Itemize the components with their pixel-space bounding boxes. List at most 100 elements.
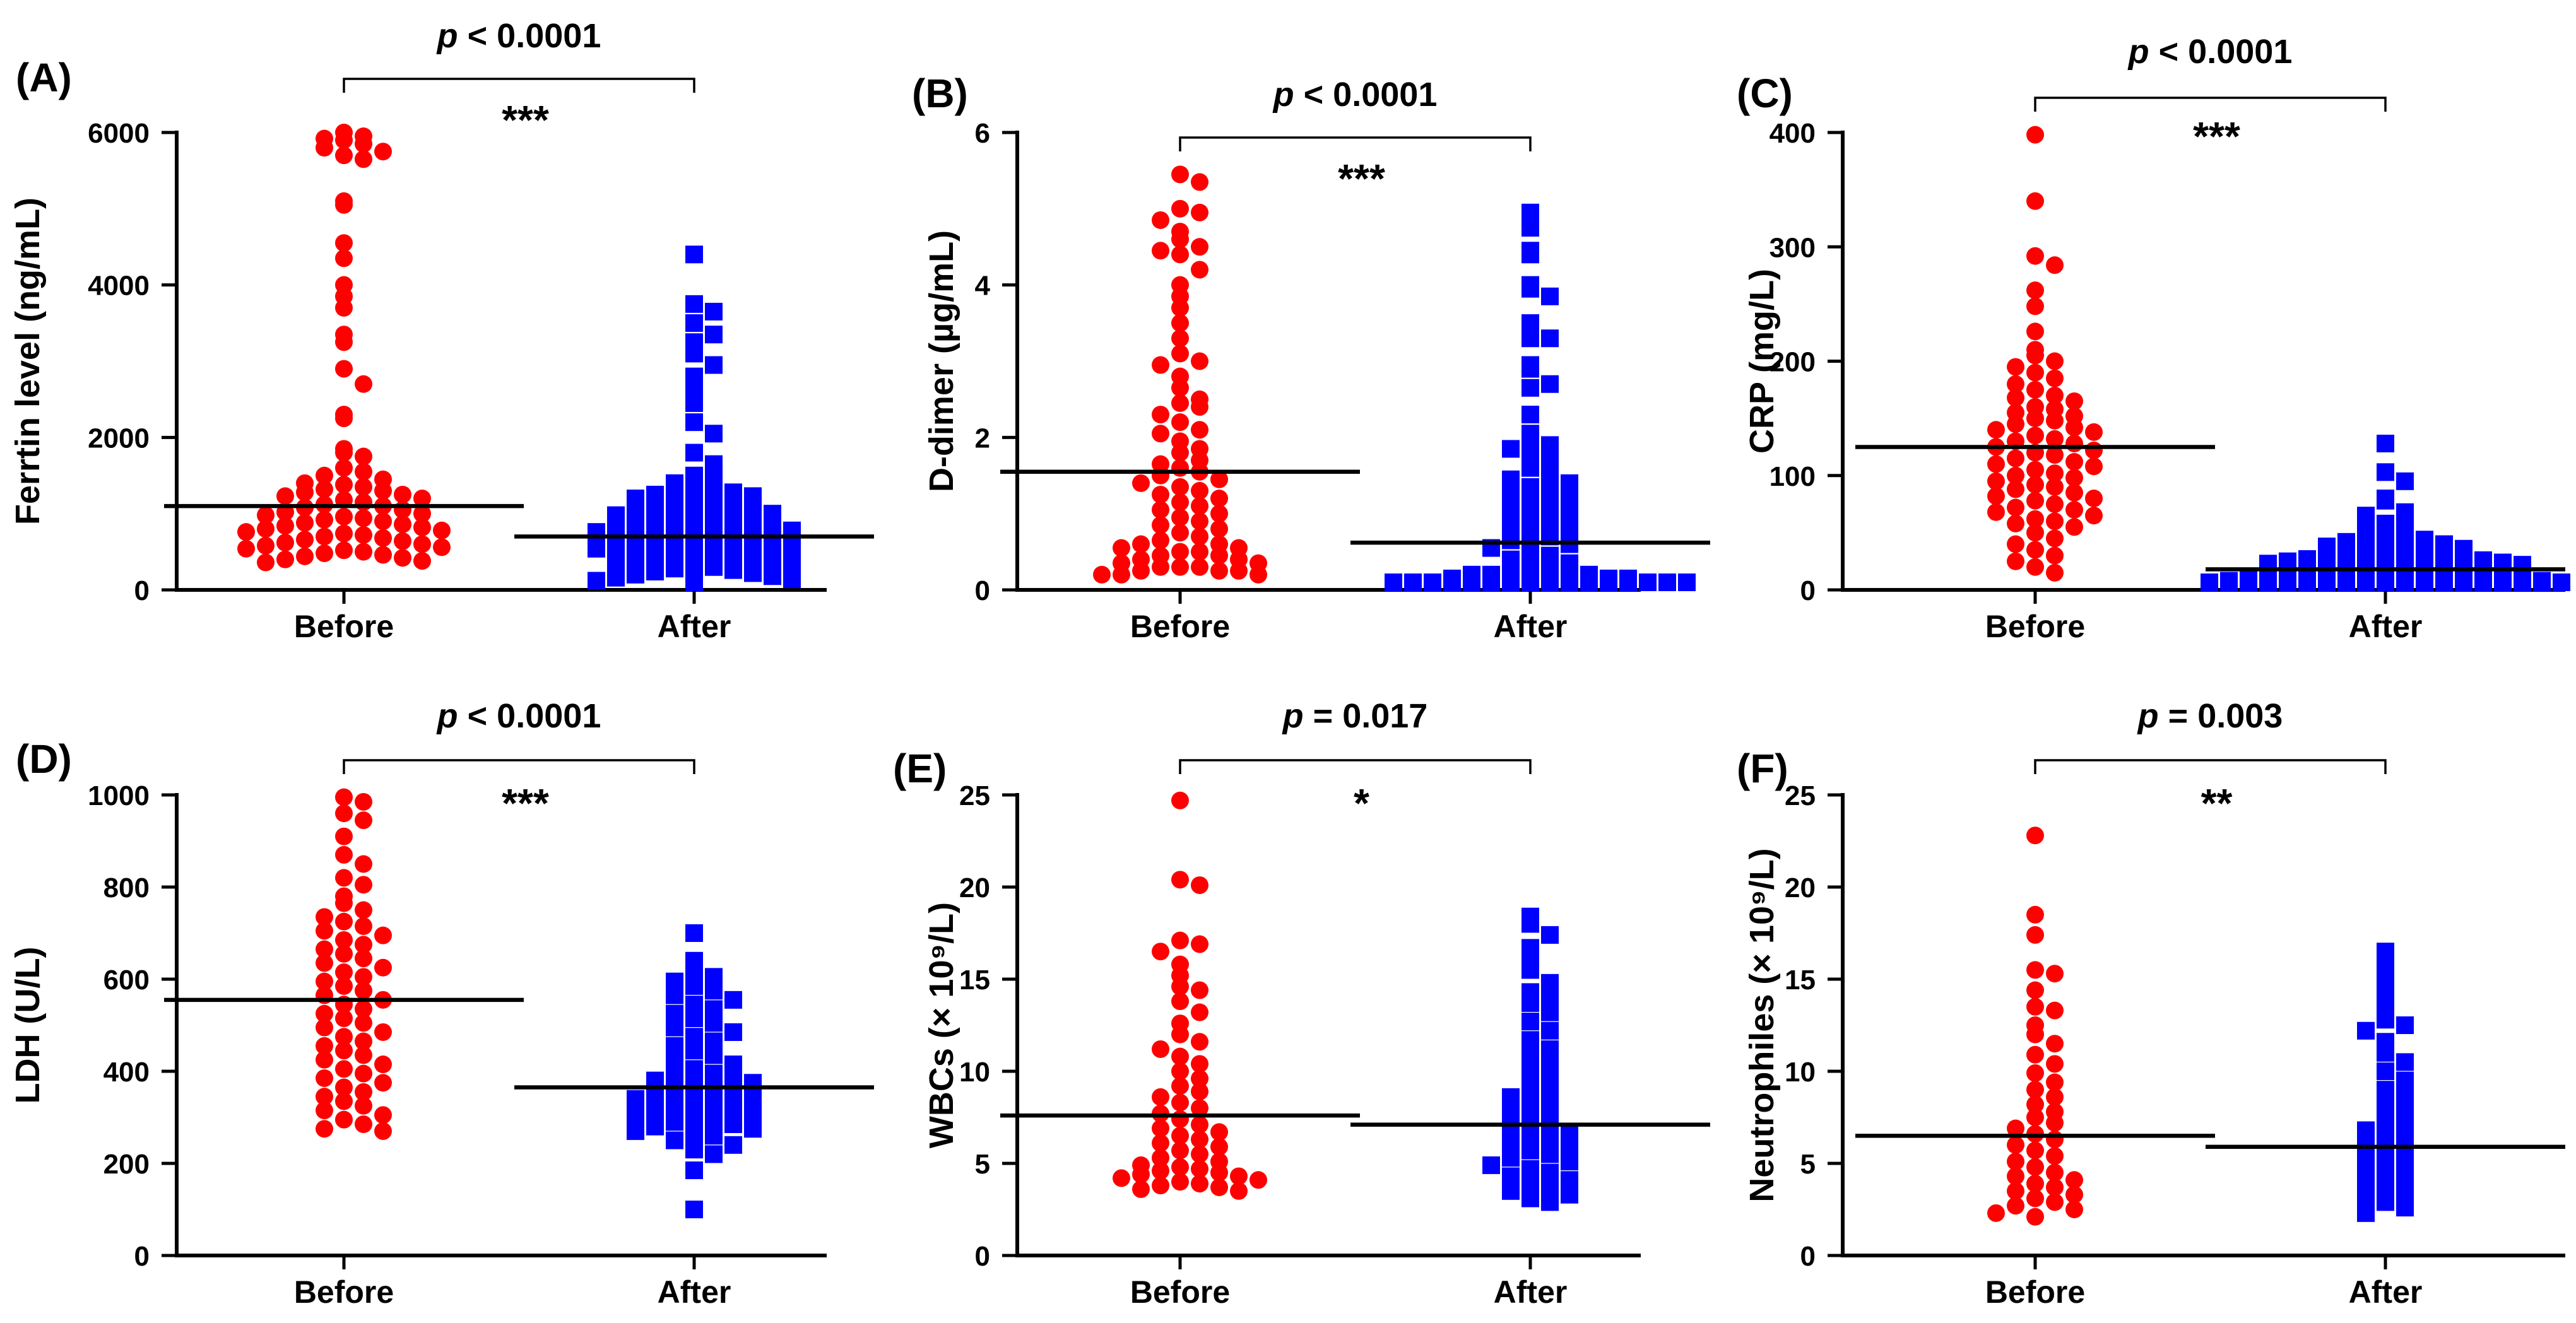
data-point-after: [1541, 1145, 1559, 1163]
data-point-after: [1521, 524, 1539, 542]
data-point-after: [1502, 1119, 1520, 1138]
data-point-before: [1230, 562, 1248, 580]
data-point-after: [705, 1145, 723, 1163]
category-label-before: Before: [294, 609, 394, 644]
data-point-after: [1521, 478, 1539, 496]
data-point-before: [1113, 1169, 1130, 1187]
data-point-before: [355, 135, 372, 153]
y-tick-label: 800: [103, 873, 150, 903]
data-point-before: [257, 506, 275, 524]
data-point-before: [355, 982, 372, 1000]
category-label-after: After: [2349, 609, 2423, 644]
data-point-before: [335, 1009, 353, 1028]
data-point-before: [335, 409, 353, 428]
data-point-before: [1152, 211, 1169, 229]
data-point-before: [1171, 199, 1189, 218]
data-point-before: [2007, 1136, 2024, 1154]
data-point-before: [355, 1000, 372, 1018]
panel-f: (F) 0 5 10 15 20 25 Neutrophiles (× 10⁹/L) Be…: [1737, 697, 2565, 1310]
data-point-after: [685, 977, 703, 995]
data-point-before: [316, 922, 333, 940]
data-point-after: [2533, 573, 2551, 591]
data-point-before: [316, 544, 333, 562]
data-point-before: [2026, 1081, 2044, 1099]
data-point-after: [1521, 1093, 1539, 1112]
data-point-before: [374, 529, 392, 547]
data-point-after: [705, 356, 723, 374]
data-point-after: [666, 1081, 683, 1099]
data-point-after: [2318, 548, 2336, 566]
data-point-before: [316, 954, 333, 972]
data-point-after: [1502, 501, 1520, 519]
data-point-before: [1250, 1171, 1267, 1189]
data-point-after: [1541, 466, 1559, 485]
data-point-before: [355, 901, 372, 919]
data-point-before: [1171, 871, 1189, 889]
category-label-before: Before: [1130, 1274, 1230, 1310]
data-point-before: [335, 360, 353, 378]
data-point-after: [1541, 573, 1559, 591]
data-point-before: [2026, 524, 2044, 542]
p-value-label: p = 0.017: [1282, 697, 1428, 735]
data-point-before: [2026, 1189, 2044, 1208]
p-value-text: = 0.017: [1304, 697, 1428, 735]
data-point-after: [1561, 505, 1578, 523]
data-point-before: [2085, 490, 2103, 507]
data-point-after: [646, 531, 664, 549]
data-point-after: [2474, 573, 2492, 591]
data-point-after: [724, 497, 742, 515]
data-point-after: [724, 1099, 742, 1117]
data-point-before: [1210, 520, 1228, 538]
data-point-before: [355, 1032, 372, 1050]
data-point-before: [1171, 992, 1189, 1011]
data-point-before: [2007, 514, 2024, 532]
data-point-before: [2007, 1167, 2024, 1185]
data-point-before: [1171, 344, 1189, 363]
data-point-before: [1191, 1083, 1208, 1101]
significance-stars: ***: [502, 780, 549, 826]
data-point-after: [744, 515, 762, 534]
data-point-after: [744, 1103, 762, 1122]
data-point-after: [1561, 474, 1578, 492]
data-point-before: [2026, 926, 2044, 944]
data-point-after: [1541, 436, 1559, 454]
data-point-before: [394, 485, 411, 503]
data-point-before: [2007, 466, 2024, 485]
panel-d: (D) 0 200 400 600 800 1000 LDH (U/L) Before A…: [9, 697, 874, 1310]
data-point-before: [2065, 418, 2083, 437]
data-point-after: [588, 539, 605, 558]
data-point-before: [1152, 943, 1169, 961]
data-point-after: [685, 491, 703, 509]
data-point-before: [335, 1042, 353, 1060]
data-point-before: [1171, 379, 1189, 397]
data-point-after: [1521, 1062, 1539, 1080]
data-point-after: [764, 567, 781, 585]
data-point-before: [1191, 1145, 1208, 1163]
data-point-before: [296, 483, 314, 502]
data-point-before: [237, 523, 255, 541]
data-point-after: [1541, 451, 1559, 469]
data-point-before: [1152, 1149, 1169, 1167]
data-point-before: [1191, 876, 1208, 895]
data-point-after: [1521, 279, 1539, 298]
data-point-after: [685, 1141, 703, 1159]
data-point-before: [276, 534, 294, 552]
data-point-before: [316, 510, 333, 529]
data-point-before: [355, 811, 372, 830]
data-point-after: [1541, 1193, 1559, 1211]
data-point-after: [2396, 1115, 2414, 1134]
panel-e: (E) 0 5 10 15 20 25 WBCs (× 10⁹/L) Before Aft…: [893, 697, 1710, 1310]
data-point-after: [2357, 1204, 2375, 1222]
y-tick-label: 6: [975, 118, 990, 149]
data-point-after: [2396, 1088, 2414, 1106]
y-tick-label: 25: [959, 780, 990, 811]
data-point-after: [2553, 573, 2570, 591]
data-point-before: [1171, 245, 1189, 264]
data-point-after: [2494, 573, 2512, 591]
data-point-before: [1171, 524, 1189, 542]
data-point-after: [1521, 432, 1539, 450]
data-point-after: [2377, 1081, 2394, 1099]
data-point-after: [2357, 507, 2375, 525]
data-point-before: [355, 917, 372, 936]
axes: [1828, 793, 2565, 1269]
